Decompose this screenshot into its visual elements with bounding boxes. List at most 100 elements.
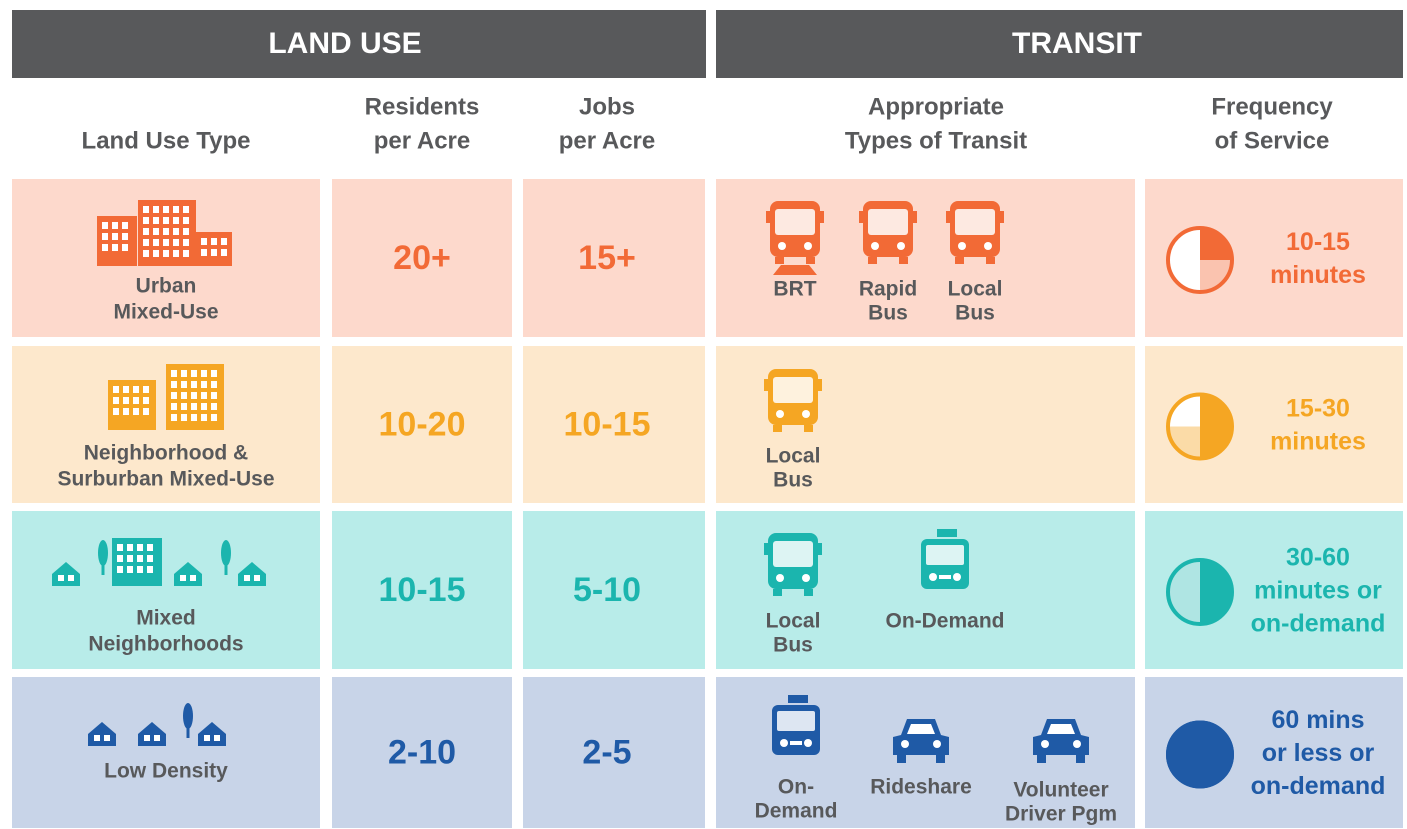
icon	[171, 403, 177, 410]
cell	[523, 511, 705, 669]
icon	[859, 211, 863, 223]
icon	[143, 239, 149, 246]
icon	[143, 397, 149, 404]
icon	[143, 217, 149, 224]
icon	[1000, 211, 1004, 223]
icon	[818, 543, 822, 555]
frequency-text: on-demand	[1251, 772, 1386, 800]
header-title: TRANSIT	[1012, 27, 1142, 60]
icon	[191, 392, 197, 399]
icon	[1076, 755, 1085, 763]
transit-type: Bus	[868, 302, 908, 325]
icon	[773, 265, 817, 275]
icon	[186, 726, 190, 738]
icon	[802, 574, 810, 582]
transit-type: On-	[778, 776, 814, 799]
icon	[143, 386, 149, 393]
icon	[1041, 740, 1049, 748]
cell	[523, 346, 705, 503]
icon	[820, 211, 824, 223]
column-header: Appropriate	[868, 93, 1004, 120]
frequency-text: minutes	[1270, 428, 1366, 456]
icon	[171, 392, 177, 399]
column-header: per Acre	[559, 127, 656, 154]
icon	[211, 414, 217, 421]
header-title: LAND USE	[268, 27, 421, 60]
transit-type: Local	[948, 278, 1003, 301]
residents-value: 10-20	[379, 405, 466, 443]
icon	[127, 544, 133, 551]
icon	[907, 724, 935, 734]
icon	[127, 555, 133, 562]
icon	[214, 735, 220, 741]
icon	[818, 379, 822, 391]
icon	[254, 575, 260, 581]
icon	[191, 403, 197, 410]
icon	[173, 217, 179, 224]
icon	[201, 403, 207, 410]
icon	[936, 755, 945, 763]
icon	[127, 566, 133, 573]
icon	[211, 403, 217, 410]
icon	[773, 589, 782, 596]
icon	[955, 209, 995, 235]
icon	[94, 735, 100, 741]
icon	[776, 574, 784, 582]
icon	[123, 397, 129, 404]
column-header: Jobs	[579, 93, 635, 120]
icon	[201, 249, 207, 256]
icon	[777, 711, 815, 731]
column-header: Residents	[365, 93, 480, 120]
icon	[137, 566, 143, 573]
icon	[778, 242, 786, 250]
icon	[1168, 426, 1200, 459]
icon	[163, 250, 169, 257]
icon	[147, 544, 153, 551]
icon	[1073, 740, 1081, 748]
icon	[154, 735, 160, 741]
icon	[183, 239, 189, 246]
icon	[117, 544, 123, 551]
icon	[183, 228, 189, 235]
cell	[12, 511, 320, 669]
icon	[802, 410, 810, 418]
column-header: Frequency	[1211, 93, 1333, 120]
icon	[804, 242, 812, 250]
icon	[173, 206, 179, 213]
land-use-type: Mixed	[136, 607, 196, 630]
cell	[332, 346, 512, 503]
icon	[939, 575, 951, 579]
residents-value: 2-10	[388, 733, 456, 771]
icon	[868, 257, 877, 264]
icon	[147, 555, 153, 562]
frequency-text: or less or	[1262, 739, 1375, 767]
icon	[181, 403, 187, 410]
cell	[523, 179, 705, 337]
frequency-text: minutes	[1270, 261, 1366, 289]
icon	[190, 575, 196, 581]
icon	[171, 414, 177, 421]
frequency-text: 30-60	[1286, 544, 1350, 572]
icon	[946, 211, 950, 223]
frequency-text: on-demand	[1251, 610, 1386, 638]
icon	[173, 228, 179, 235]
icon	[137, 555, 143, 562]
icon	[123, 386, 129, 393]
icon	[773, 425, 782, 432]
icon	[102, 222, 108, 229]
icon	[181, 370, 187, 377]
icon	[153, 206, 159, 213]
icon	[806, 257, 815, 264]
icon	[122, 244, 128, 251]
icon	[143, 228, 149, 235]
icon	[1037, 755, 1046, 763]
icon	[191, 370, 197, 377]
icon	[181, 381, 187, 388]
icon	[764, 379, 768, 391]
icon	[773, 377, 813, 403]
icon	[776, 410, 784, 418]
icon	[984, 242, 992, 250]
icon	[173, 239, 179, 246]
